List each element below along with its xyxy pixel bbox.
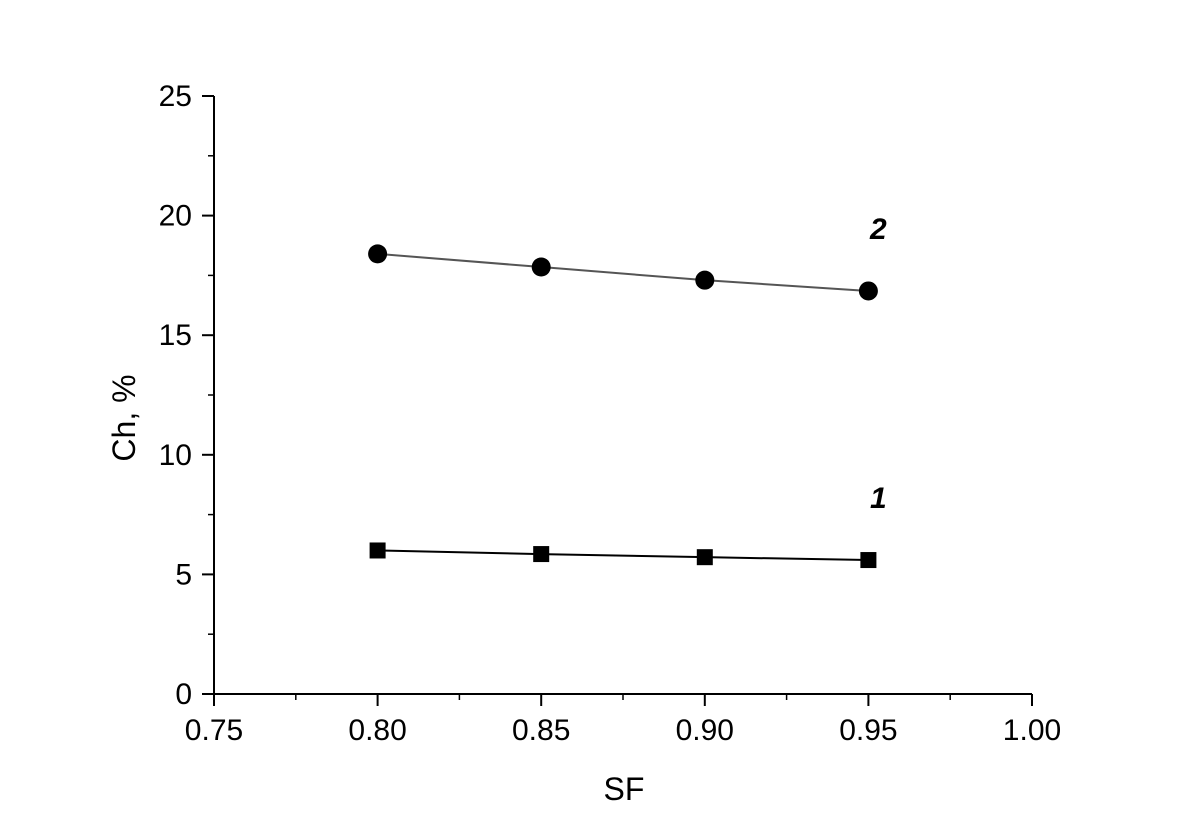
- y-tick-label: 0: [175, 678, 192, 711]
- y-tick-label: 25: [159, 80, 192, 113]
- x-tick-label: 0.75: [185, 714, 243, 747]
- x-tick-label: 0.85: [512, 714, 570, 747]
- y-axis-title: Ch, %: [106, 374, 142, 461]
- series-1-label: 1: [870, 482, 887, 515]
- series-layer: 12: [368, 213, 887, 569]
- x-axis-title: SF: [604, 771, 645, 807]
- series-1-point: [696, 549, 713, 566]
- series-1-line: [377, 549, 869, 562]
- series-1-point: [533, 546, 550, 563]
- series-2-label: 2: [869, 213, 887, 246]
- axes: [213, 96, 1032, 695]
- y-tick-label: 10: [159, 439, 192, 472]
- x-tick-label: 1.00: [1003, 714, 1061, 747]
- x-tick-label: 0.95: [839, 714, 897, 747]
- series-2-point: [368, 244, 388, 264]
- y-tick-label: 20: [159, 200, 192, 233]
- series-2-line: [377, 252, 869, 292]
- series-1-point: [369, 542, 386, 559]
- series-2-point: [695, 270, 715, 290]
- ticks: 0 5 10 15 20 25 0.75 0.80 0.85 0.90 0.95 1.00: [159, 80, 1062, 747]
- y-tick-label: 5: [175, 558, 192, 591]
- series-2-point: [531, 257, 551, 277]
- series-1-point: [860, 552, 877, 569]
- x-tick-label: 0.90: [676, 714, 734, 747]
- y-tick-label: 15: [159, 319, 192, 352]
- x-tick-label: 0.80: [348, 714, 406, 747]
- series-2-point: [858, 281, 878, 301]
